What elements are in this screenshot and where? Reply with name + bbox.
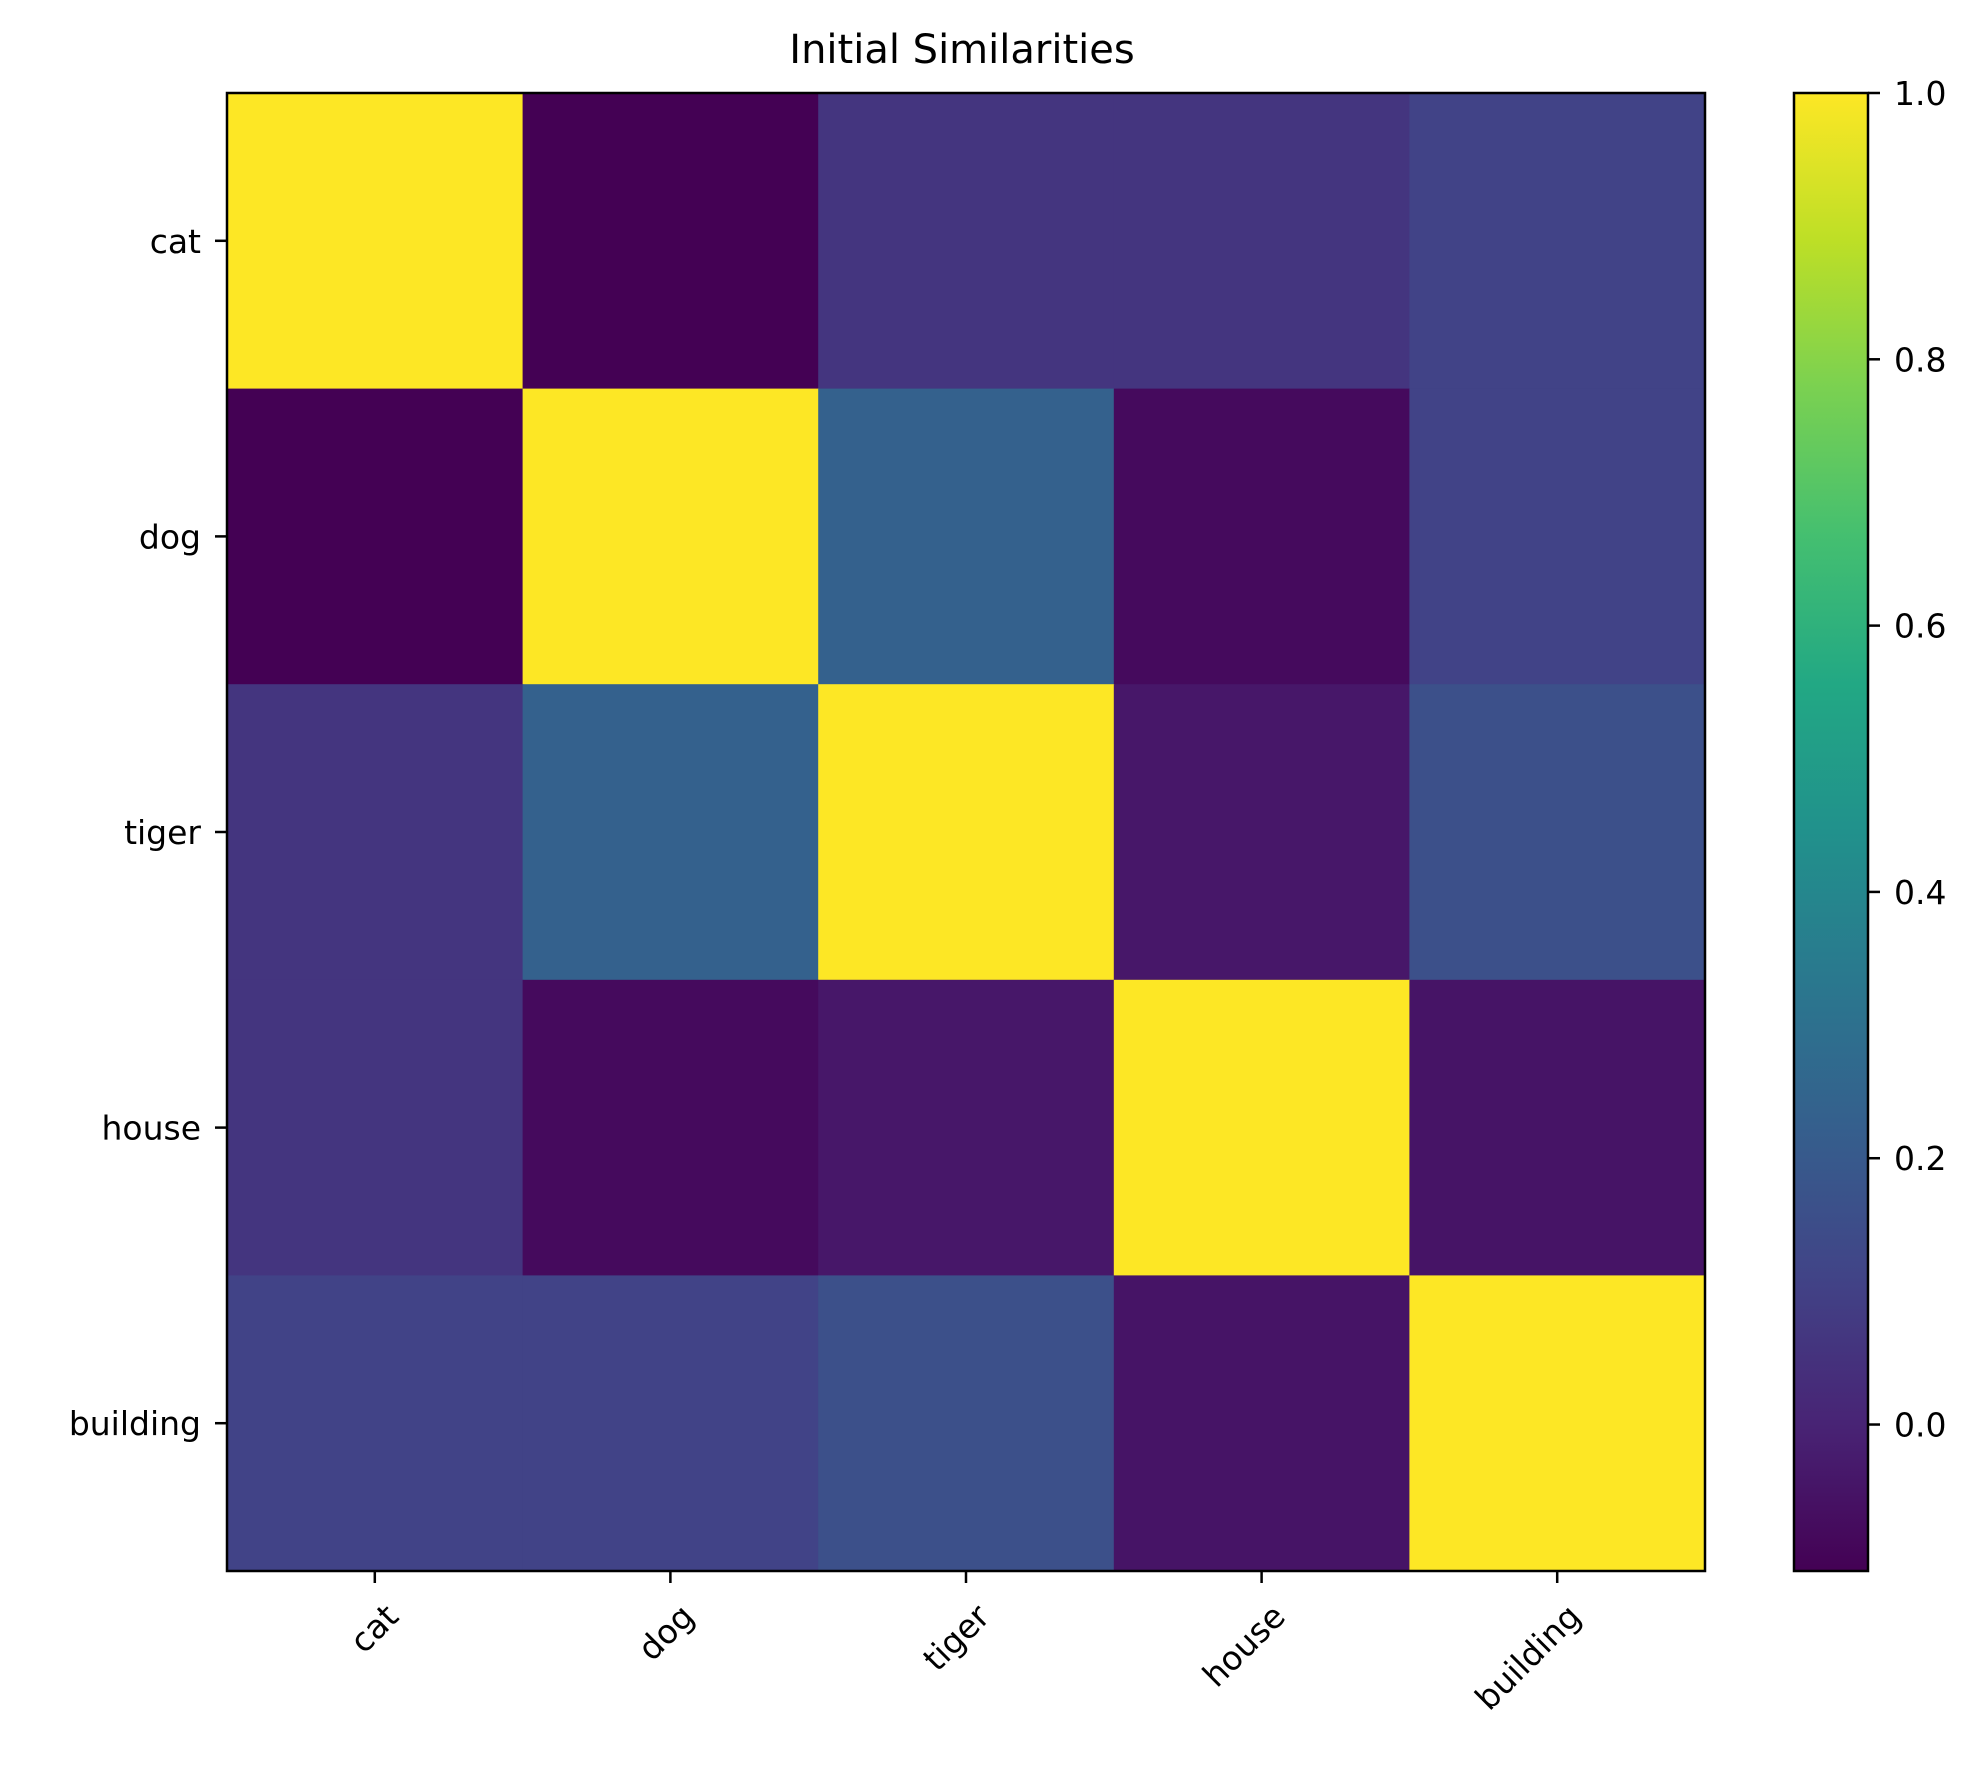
heatmap-cell-tiger-cat: [227, 684, 524, 981]
y-tick-label: building: [69, 1404, 201, 1443]
heatmap-cell-building-building: [1409, 1275, 1706, 1572]
colorbar-tick-label: 0.4: [1894, 873, 1946, 912]
heatmap-cell-tiger-dog: [522, 684, 819, 981]
heatmap-cell-dog-cat: [227, 388, 524, 685]
y-tick-label: house: [101, 1109, 201, 1148]
colorbar: [1794, 93, 1868, 1571]
heatmap-cell-house-building: [1409, 979, 1706, 1276]
heatmap-cell-dog-building: [1409, 388, 1706, 685]
y-axis-ticks: cat dog tiger house building: [69, 222, 227, 1443]
heatmap-cell-cat-building: [1409, 93, 1706, 390]
heatmap-cell-tiger-house: [1113, 684, 1410, 981]
colorbar-frame: [1792, 91, 1870, 1573]
colorbar-tick-label: 0.2: [1894, 1139, 1946, 1178]
heatmap-cell-building-house: [1113, 1275, 1410, 1572]
heatmap-cell-tiger-tiger: [818, 684, 1115, 981]
heatmap-cell-house-cat: [227, 979, 524, 1276]
heatmap-cell-cat-tiger: [818, 93, 1115, 390]
heatmap-cell-dog-house: [1113, 388, 1410, 685]
colorbar-tick-label: 1.0: [1894, 74, 1946, 113]
y-tick-label: cat: [150, 222, 201, 261]
heatmap-cell-dog-dog: [522, 388, 819, 685]
y-tick-label: dog: [139, 517, 201, 556]
heatmap-cell-dog-tiger: [818, 388, 1115, 685]
colorbar-ticks: 0.0 0.2 0.4 0.6 0.8 1.0: [1868, 74, 1946, 1445]
y-tick-label: tiger: [124, 813, 201, 852]
heatmap-cell-building-cat: [227, 1275, 524, 1572]
heatmap-cells: [227, 93, 1706, 1572]
colorbar-tick-label: 0.0: [1894, 1406, 1946, 1445]
chart-title: Initial Similarities: [789, 27, 1134, 73]
heatmap-cell-building-tiger: [818, 1275, 1115, 1572]
heatmap-cell-building-dog: [522, 1275, 819, 1572]
heatmap-cell-tiger-building: [1409, 684, 1706, 981]
heatmap-cell-cat-dog: [522, 93, 819, 390]
heatmap-cell-house-dog: [522, 979, 819, 1276]
colorbar-tick-label: 0.8: [1894, 340, 1946, 379]
heatmap-cell-cat-cat: [227, 93, 524, 390]
colorbar-tick-label: 0.6: [1894, 607, 1946, 646]
heatmap-cell-cat-house: [1113, 93, 1410, 390]
heatmap-cell-house-house: [1113, 979, 1410, 1276]
heatmap-cell-house-tiger: [818, 979, 1115, 1276]
